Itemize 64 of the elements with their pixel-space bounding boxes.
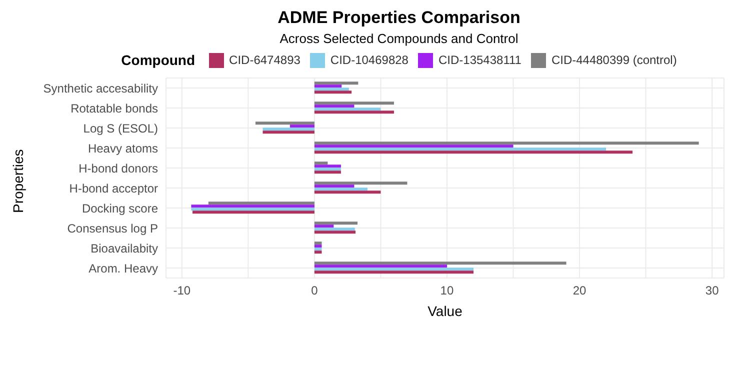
bar xyxy=(314,184,354,188)
x-tick-label: 30 xyxy=(705,284,720,298)
bar xyxy=(314,182,408,185)
bar xyxy=(314,142,699,145)
bar xyxy=(314,268,474,271)
bar xyxy=(314,222,358,225)
bar xyxy=(314,88,349,91)
legend-label: CID-44480399 (control) xyxy=(551,53,677,67)
bar xyxy=(314,262,566,265)
y-tick-label: Heavy atoms xyxy=(88,141,158,156)
bar xyxy=(314,224,334,228)
bar xyxy=(314,108,381,111)
bar xyxy=(314,242,322,245)
legend-label: CID-6474893 xyxy=(229,53,300,67)
bar xyxy=(191,204,314,208)
y-tick-label: Synthetic accesability xyxy=(43,81,158,96)
legend-label: CID-135438111 xyxy=(438,53,522,67)
y-tick-label: Rotatable bonds xyxy=(70,101,158,116)
bar xyxy=(314,264,447,268)
bar xyxy=(314,150,633,154)
bar xyxy=(314,230,356,234)
x-axis-title: Value xyxy=(428,303,463,319)
y-tick-label: Arom. Heavy xyxy=(88,261,158,276)
bar xyxy=(314,144,514,148)
bar xyxy=(314,168,341,171)
bar xyxy=(314,164,341,168)
bar xyxy=(314,162,328,165)
y-tick-label: Log S (ESOL) xyxy=(83,121,158,136)
x-tick-label: -10 xyxy=(173,284,191,298)
bar xyxy=(208,202,314,205)
legend-label: CID-10469828 xyxy=(330,53,408,67)
bar xyxy=(314,188,368,191)
bar xyxy=(314,270,474,274)
bar xyxy=(314,110,394,114)
bar xyxy=(314,90,352,94)
y-axis-title: Properties xyxy=(10,149,26,213)
bar xyxy=(314,250,322,254)
bar xyxy=(290,124,314,128)
y-tick-label: Consensus log P xyxy=(67,221,158,236)
bar xyxy=(314,244,322,248)
bar xyxy=(314,148,606,151)
x-tick-label: 0 xyxy=(311,284,318,298)
bar xyxy=(314,170,341,174)
bar xyxy=(314,82,358,85)
y-tick-label: H-bond acceptor xyxy=(69,181,158,196)
chart-title: ADME Properties Comparison xyxy=(276,8,522,28)
bar xyxy=(255,122,314,125)
legend-title: Compound xyxy=(121,52,196,68)
x-tick-label: 20 xyxy=(572,284,587,298)
bar xyxy=(314,84,342,88)
bar xyxy=(314,228,355,231)
bar xyxy=(191,208,314,211)
bar xyxy=(262,128,314,131)
bar xyxy=(314,190,381,194)
bar xyxy=(262,130,314,134)
y-tick-label: Docking score xyxy=(82,201,158,216)
bar xyxy=(314,102,394,105)
bar xyxy=(192,210,314,214)
chart-subtitle: Across Selected Compounds and Control xyxy=(278,31,520,46)
bar xyxy=(314,248,322,251)
y-tick-label: Bioavailabity xyxy=(90,241,158,256)
bar xyxy=(314,104,354,108)
x-tick-label: 10 xyxy=(440,284,454,298)
y-tick-label: H-bond donors xyxy=(78,161,158,176)
